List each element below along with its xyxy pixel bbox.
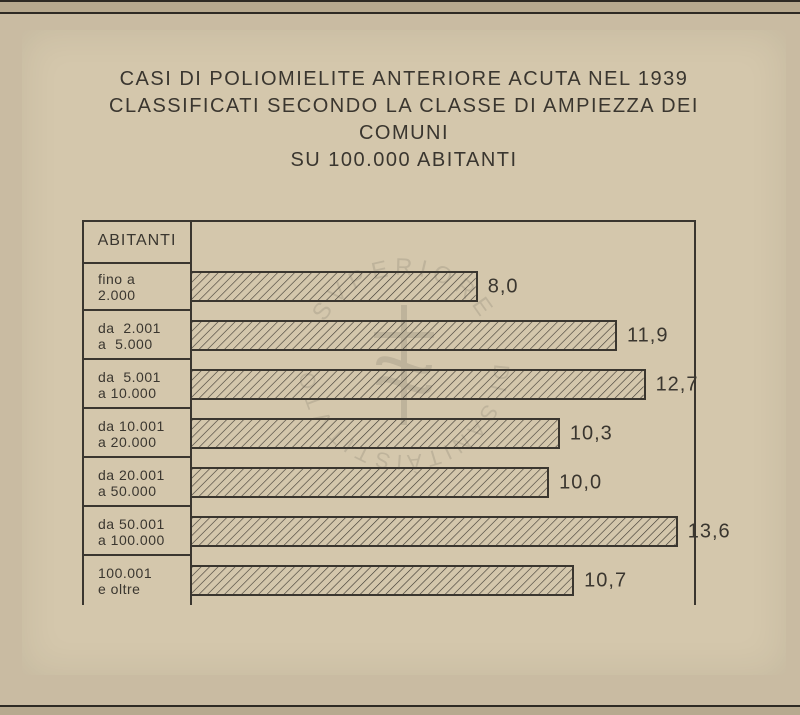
category-label: 100.001 e oltre — [84, 564, 198, 596]
scan-frame: CASI DI POLIOMIELITE ANTERIORE ACUTA NEL… — [0, 0, 800, 715]
bar — [192, 467, 549, 498]
bar — [192, 369, 646, 400]
value-label: 8,0 — [488, 275, 519, 298]
value-label: 13,6 — [688, 520, 731, 543]
bottom-border-rule — [0, 705, 800, 715]
chart-frame: ABITANTI fino a 2.000 8,0 da 2.001 a 5.000… — [82, 220, 696, 605]
bar-row: 100.001 e oltre 10,7 — [84, 556, 694, 605]
axis-label: ABITANTI — [84, 222, 190, 258]
bar-row: da 2.001 a 5.000 11,9 — [84, 311, 694, 360]
value-label: 12,7 — [656, 373, 699, 396]
category-label: da 2.001 a 5.000 — [84, 319, 198, 351]
bar-row: da 20.001 a 50.000 10,0 — [84, 458, 694, 507]
bar-rows-container: fino a 2.000 8,0 da 2.001 a 5.000 11,9 da 5.… — [84, 262, 694, 605]
bar-row: fino a 2.000 8,0 — [84, 262, 694, 311]
bar-row: da 5.001 a 10.00012,7 — [84, 360, 694, 409]
title-line-2: CLASSIFICATI SECONDO LA CLASSE DI AMPIEZ… — [62, 93, 746, 147]
category-label: da 20.001 a 50.000 — [84, 466, 198, 498]
bar — [192, 565, 574, 596]
title-line-1: CASI DI POLIOMIELITE ANTERIORE ACUTA NEL… — [62, 66, 746, 93]
value-label: 11,9 — [627, 324, 668, 347]
category-label: da 10.001 a 20.000 — [84, 417, 198, 449]
bar — [192, 271, 478, 302]
value-label: 10,7 — [584, 569, 627, 592]
bar-row: da 10.001 a 20.000 10,3 — [84, 409, 694, 458]
title-line-3: SU 100.000 ABITANTI — [62, 147, 746, 174]
category-label: da 5.001 a 10.000 — [84, 368, 198, 400]
value-label: 10,0 — [559, 471, 602, 494]
top-border-rule — [0, 0, 800, 14]
bar — [192, 516, 678, 547]
chart-title: CASI DI POLIOMIELITE ANTERIORE ACUTA NEL… — [22, 30, 786, 174]
category-label: fino a 2.000 — [84, 270, 198, 302]
bar-row: da 50.001 a 100.00013,6 — [84, 507, 694, 556]
bar — [192, 320, 617, 351]
category-label: da 50.001 a 100.000 — [84, 515, 198, 547]
bar — [192, 418, 560, 449]
value-label: 10,3 — [570, 422, 613, 445]
paper-sheet: CASI DI POLIOMIELITE ANTERIORE ACUTA NEL… — [22, 30, 786, 675]
